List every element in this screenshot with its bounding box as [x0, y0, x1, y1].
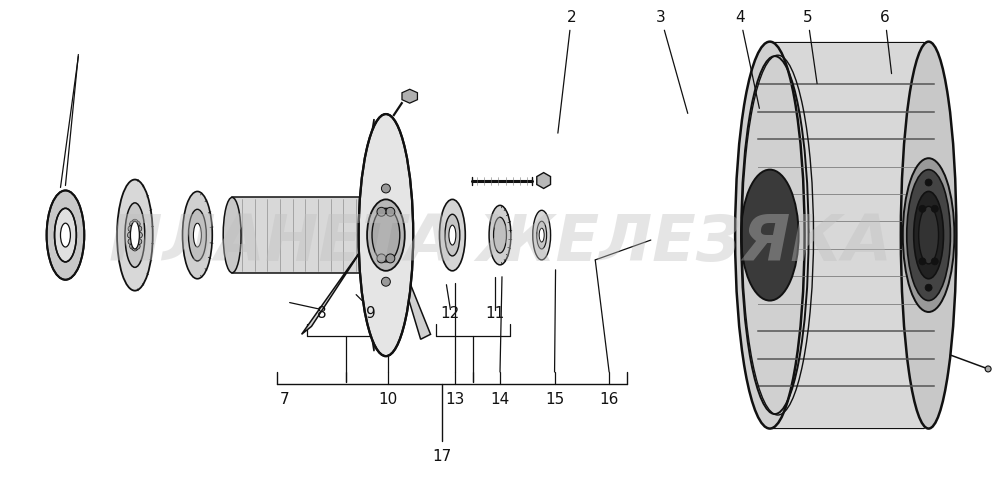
Text: 4: 4 [735, 10, 759, 108]
Text: 14: 14 [490, 392, 510, 407]
Ellipse shape [359, 114, 413, 356]
Ellipse shape [489, 205, 511, 265]
Ellipse shape [919, 258, 926, 265]
Ellipse shape [47, 191, 84, 280]
Ellipse shape [128, 239, 134, 245]
Ellipse shape [377, 254, 386, 263]
Text: 7: 7 [280, 392, 290, 407]
Ellipse shape [381, 184, 390, 193]
Ellipse shape [136, 239, 142, 245]
Text: 3: 3 [656, 10, 688, 113]
Ellipse shape [125, 203, 145, 267]
Ellipse shape [925, 284, 932, 291]
Ellipse shape [130, 221, 136, 227]
Ellipse shape [55, 208, 76, 262]
Ellipse shape [445, 214, 460, 256]
Polygon shape [232, 198, 361, 273]
Ellipse shape [60, 223, 70, 247]
Polygon shape [402, 89, 417, 103]
Polygon shape [772, 43, 929, 428]
Ellipse shape [127, 232, 133, 238]
Ellipse shape [386, 254, 395, 263]
Ellipse shape [130, 243, 136, 249]
Ellipse shape [919, 206, 939, 264]
Ellipse shape [735, 42, 805, 429]
Text: 16: 16 [599, 392, 619, 407]
Text: 5: 5 [803, 10, 817, 84]
Text: ПЛАНЕТА ЖЕЛЕЗЯКА: ПЛАНЕТА ЖЕЛЕЗЯКА [109, 212, 891, 274]
Text: 15: 15 [545, 392, 564, 407]
Text: 11: 11 [485, 306, 505, 321]
Ellipse shape [537, 221, 547, 249]
Ellipse shape [188, 209, 206, 261]
Ellipse shape [223, 198, 241, 273]
Ellipse shape [903, 158, 954, 312]
Text: 12: 12 [441, 306, 460, 321]
Ellipse shape [377, 207, 386, 216]
Ellipse shape [931, 258, 938, 265]
Ellipse shape [134, 221, 140, 227]
Ellipse shape [386, 207, 395, 216]
Ellipse shape [132, 219, 138, 225]
Ellipse shape [925, 179, 932, 186]
Ellipse shape [901, 42, 956, 429]
Text: 17: 17 [432, 449, 452, 464]
Text: 2: 2 [558, 10, 576, 133]
Ellipse shape [130, 221, 139, 249]
Ellipse shape [914, 192, 943, 279]
Text: 8: 8 [317, 306, 326, 321]
Ellipse shape [132, 245, 138, 251]
Ellipse shape [136, 226, 142, 232]
Ellipse shape [439, 199, 465, 271]
Ellipse shape [449, 225, 456, 245]
Ellipse shape [919, 205, 926, 212]
Text: 13: 13 [446, 392, 465, 407]
Ellipse shape [985, 366, 991, 372]
Ellipse shape [381, 277, 390, 286]
Ellipse shape [741, 170, 799, 300]
Ellipse shape [931, 205, 938, 212]
Text: 9: 9 [366, 306, 376, 321]
Ellipse shape [183, 192, 212, 279]
Ellipse shape [494, 217, 506, 253]
Ellipse shape [193, 223, 201, 247]
Ellipse shape [136, 232, 142, 238]
Text: 6: 6 [880, 10, 892, 74]
Polygon shape [537, 173, 551, 189]
Ellipse shape [367, 199, 405, 271]
Text: 10: 10 [378, 392, 398, 407]
Polygon shape [361, 119, 374, 351]
Ellipse shape [134, 243, 140, 249]
Ellipse shape [372, 208, 400, 262]
Polygon shape [302, 240, 368, 334]
Ellipse shape [907, 170, 950, 300]
Ellipse shape [533, 210, 551, 260]
Ellipse shape [117, 180, 153, 291]
Ellipse shape [128, 226, 134, 232]
Ellipse shape [539, 228, 544, 242]
Polygon shape [391, 240, 431, 339]
